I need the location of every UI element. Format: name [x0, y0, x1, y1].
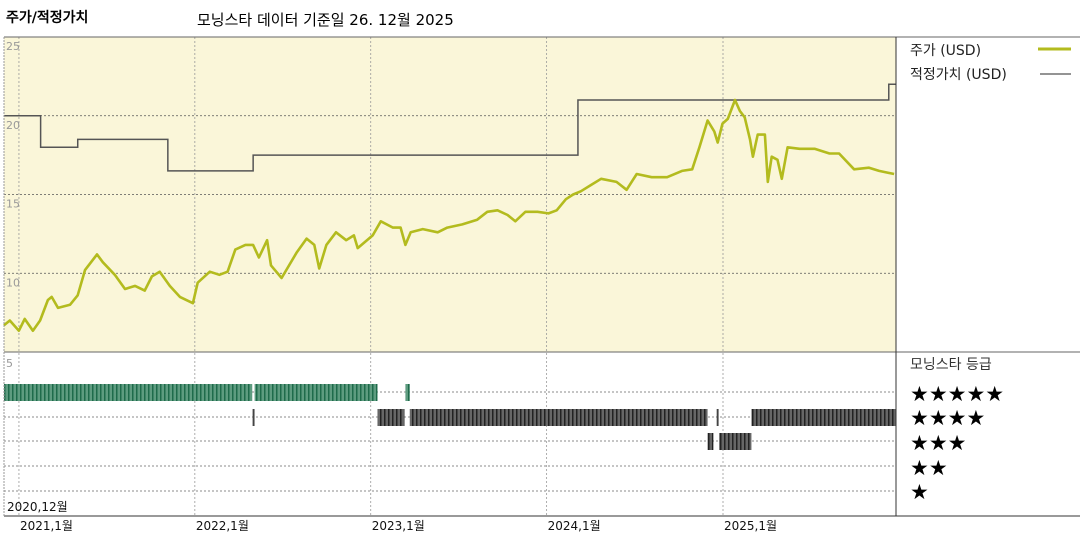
x-tick-label: 2022,1월 — [196, 519, 249, 533]
rating-1-star: ★ — [910, 480, 929, 504]
rating-segment-4-stars — [252, 409, 255, 426]
legend-fair-value-label: 적정가치 (USD) — [910, 67, 1007, 83]
rating-timeline — [4, 384, 896, 450]
rating-segment-3-stars — [707, 433, 714, 450]
x-tick-label: 2020,12월 — [7, 500, 68, 514]
rating-3-stars: ★★★ — [910, 431, 966, 455]
x-axis-ticks: 2020,12월 2021,1월 2022,1월 2023,1월 2024,1월 2025… — [7, 500, 777, 533]
y-axis-ticks: 25 20 15 10 5 — [6, 40, 20, 370]
y-tick-label: 20 — [6, 119, 20, 132]
rating-segment-4-stars — [409, 409, 708, 426]
legend-price-label: 주가 (USD) — [910, 43, 981, 59]
series-layer — [3, 83, 896, 332]
rating-y-tick-label: 5 — [6, 357, 13, 370]
rating-4-stars: ★★★★ — [910, 406, 985, 430]
y-tick-label: 10 — [6, 276, 20, 289]
x-tick-label: 2024,1월 — [548, 519, 601, 533]
rating-segment-3-stars — [719, 433, 752, 450]
fair-value-line — [4, 83, 896, 172]
x-tick-label: 2021,1월 — [20, 519, 73, 533]
legend: 주가 (USD) 적정가치 (USD) 모닝스타 등급 ★★★★★ ★★★★ ★… — [910, 43, 1071, 504]
rating-segment-5-stars — [405, 384, 410, 401]
rating-segment-4-stars — [716, 409, 719, 426]
price-line — [3, 98, 895, 332]
rating-segment-5-stars — [254, 384, 378, 401]
rating-5-stars: ★★★★★ — [910, 382, 1004, 406]
rating-segment-4-stars — [751, 409, 896, 426]
y-tick-label: 15 — [6, 198, 20, 211]
rating-2-stars: ★★ — [910, 456, 948, 480]
rating-segment-4-stars — [377, 409, 405, 426]
data-date-subtitle: 모닝스타 데이터 기준일 26. 12월 2025 — [197, 11, 454, 29]
rating-legend-title: 모닝스타 등급 — [910, 357, 992, 373]
x-tick-label: 2023,1월 — [372, 519, 425, 533]
x-tick-label: 2025,1월 — [724, 519, 777, 533]
y-tick-label: 25 — [6, 40, 20, 53]
chart-title: 주가/적정가치 — [6, 9, 88, 26]
rating-segment-5-stars — [4, 384, 253, 401]
